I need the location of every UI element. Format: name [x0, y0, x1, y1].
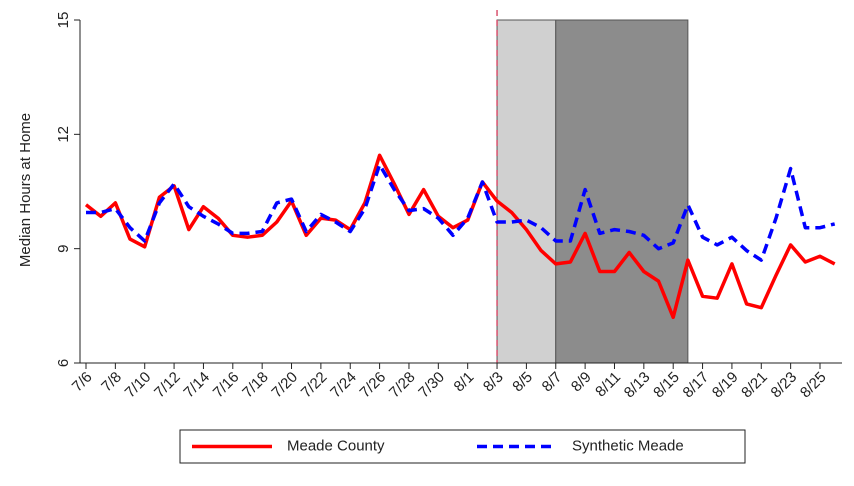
x-tick-label: 8/9	[568, 369, 595, 396]
x-tick-label: 7/26	[357, 369, 390, 402]
x-tick-label: 7/22	[298, 369, 331, 402]
y-tick-label: 9	[55, 244, 72, 252]
x-tick-label: 7/18	[239, 369, 272, 402]
x-tick-label: 7/8	[98, 369, 125, 396]
legend-box	[179, 429, 746, 464]
legend-label: Synthetic Meade	[572, 437, 684, 454]
x-tick-label: 8/25	[797, 369, 830, 402]
x-tick-label: 8/11	[592, 369, 624, 401]
x-tick-label: 7/24	[327, 369, 360, 402]
x-tick-label: 7/14	[180, 369, 213, 402]
x-tick-label: 7/6	[69, 369, 96, 396]
x-tick-label: 7/28	[386, 369, 419, 402]
x-tick-label: 8/13	[621, 369, 654, 402]
y-tick-label: 12	[55, 126, 72, 143]
series-line	[86, 163, 836, 262]
x-tick-label: 7/20	[268, 369, 301, 402]
y-axis-label: Median Hours at Home	[17, 113, 34, 267]
shaded-period	[555, 19, 689, 364]
x-tick-label: 8/3	[480, 369, 507, 396]
x-tick-label: 7/16	[210, 369, 243, 402]
y-tick-label: 15	[55, 12, 72, 29]
x-tick-label: 8/5	[509, 369, 536, 396]
x-tick-label: 8/23	[768, 369, 801, 402]
x-tick-label: 7/30	[415, 369, 448, 402]
x-tick-label: 8/19	[709, 369, 742, 402]
shaded-period	[496, 19, 557, 364]
y-tick-label: 6	[55, 359, 72, 367]
legend-label: Meade County	[287, 437, 385, 454]
series-line	[84, 153, 836, 320]
x-tick-label: 8/21	[738, 369, 771, 402]
x-tick-label: 8/15	[650, 369, 683, 402]
x-tick-label: 8/7	[539, 369, 566, 396]
x-tick-label: 7/10	[122, 369, 155, 402]
x-tick-label: 8/1	[451, 369, 478, 396]
x-tick-label: 7/12	[151, 369, 184, 402]
x-tick-label: 8/17	[680, 369, 713, 402]
